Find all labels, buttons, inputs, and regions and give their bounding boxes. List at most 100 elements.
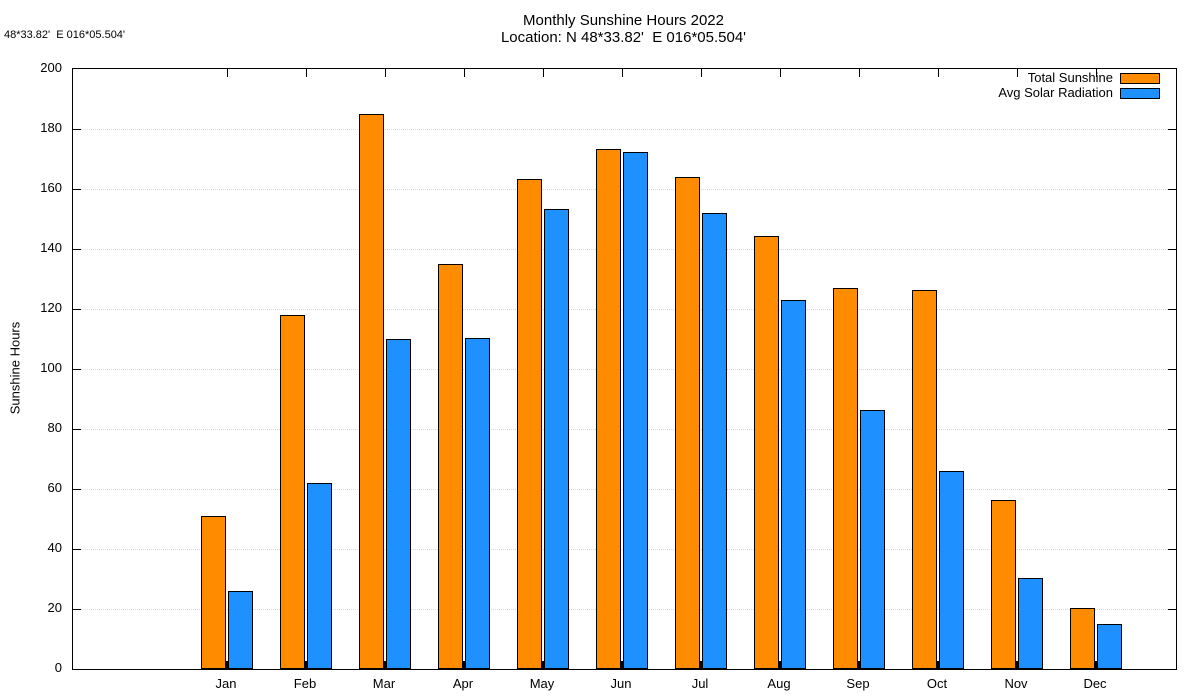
x-tick-mark-bottom: [542, 661, 544, 669]
x-tick-label: Sep: [846, 676, 870, 691]
x-tick-mark-top: [701, 69, 702, 77]
legend-label-total-sunshine: Total Sunshine: [1027, 70, 1113, 85]
x-tick-mark-bottom: [1095, 661, 1097, 669]
bar-total-sunshine-aug: [754, 235, 779, 669]
legend-label-avg-solar-radiation: Avg Solar Radiation: [998, 85, 1113, 100]
bar-avg-solar-radiation-jul: [702, 213, 727, 669]
legend-item-avg-solar-radiation: Avg Solar Radiation: [998, 86, 1160, 100]
x-tick-mark-top: [859, 69, 860, 77]
bar-avg-solar-radiation-oct: [939, 471, 964, 669]
x-tick-mark-top: [464, 69, 465, 77]
bar-total-sunshine-jul: [675, 177, 700, 669]
y-tick-mark-left: [73, 308, 81, 310]
x-tick-mark-bottom: [779, 661, 781, 669]
y-tick-mark-right: [1168, 188, 1176, 190]
bar-avg-solar-radiation-nov: [1018, 577, 1043, 669]
bar-avg-solar-radiation-jun: [623, 151, 648, 669]
title-block: Monthly Sunshine Hours 2022 Location: N …: [72, 12, 1175, 46]
x-tick-label: Jun: [610, 676, 632, 691]
y-tick-label: 160: [40, 180, 62, 195]
x-tick-mark-top: [227, 69, 228, 77]
y-tick-mark-right: [1168, 428, 1176, 430]
x-tick-label: Nov: [1004, 676, 1028, 691]
y-tick-label: 120: [40, 300, 62, 315]
x-tick-mark-top: [938, 69, 939, 77]
y-tick-label: 180: [40, 120, 62, 135]
y-tick-mark-left: [73, 428, 81, 430]
x-tick-label: Jul: [691, 676, 709, 691]
x-tick-label: Aug: [767, 676, 791, 691]
x-tick-mark-bottom: [226, 661, 228, 669]
y-tick-mark-right: [1168, 488, 1176, 490]
y-tick-mark-right: [1168, 548, 1176, 550]
bar-total-sunshine-jan: [201, 516, 226, 669]
legend-swatch-avg-solar-radiation-icon: [1120, 87, 1160, 99]
x-tick-mark-bottom: [700, 661, 702, 669]
x-tick-mark-bottom: [1016, 661, 1018, 669]
x-tick-mark-top: [1096, 69, 1097, 77]
bar-total-sunshine-jun: [596, 148, 621, 669]
x-tick-mark-top: [1017, 69, 1018, 77]
x-tick-label: Apr: [452, 676, 474, 691]
y-tick-mark-left: [73, 608, 81, 610]
x-tick-mark-bottom: [621, 661, 623, 669]
bar-total-sunshine-nov: [991, 499, 1016, 669]
legend-swatch-total-sunshine-icon: [1120, 72, 1160, 84]
y-tick-label: 100: [40, 360, 62, 375]
chart-subtitle: Location: N 48*33.82' E 016*05.504': [500, 29, 747, 46]
bar-avg-solar-radiation-aug: [781, 300, 806, 669]
location-annotation: 48*33.82' E 016*05.504': [4, 29, 126, 41]
legend-item-total-sunshine: Total Sunshine: [998, 71, 1160, 85]
gridline: [73, 128, 1176, 130]
x-tick-label: Dec: [1083, 676, 1107, 691]
y-tick-mark-left: [73, 248, 81, 250]
bar-total-sunshine-apr: [438, 264, 463, 669]
y-tick-label: 40: [47, 540, 62, 555]
x-tick-mark-top: [543, 69, 544, 77]
y-tick-label: 20: [47, 600, 62, 615]
y-tick-label: 0: [54, 660, 62, 675]
y-tick-label: 140: [40, 240, 62, 255]
chart-title: Monthly Sunshine Hours 2022: [523, 12, 724, 29]
bar-avg-solar-radiation-mar: [386, 339, 411, 669]
x-tick-mark-top: [780, 69, 781, 77]
bar-avg-solar-radiation-may: [544, 208, 569, 669]
bar-total-sunshine-feb: [280, 315, 305, 669]
bar-avg-solar-radiation-feb: [307, 483, 332, 669]
x-tick-label: Feb: [293, 676, 317, 691]
y-tick-mark-right: [1168, 308, 1176, 310]
bar-avg-solar-radiation-jan: [228, 591, 253, 669]
x-tick-label: Jan: [215, 676, 237, 691]
y-tick-label: 60: [47, 480, 62, 495]
bar-total-sunshine-dec: [1070, 607, 1095, 669]
x-tick-mark-bottom: [384, 661, 386, 669]
bar-avg-solar-radiation-dec: [1097, 624, 1122, 669]
y-tick-label: 80: [47, 420, 62, 435]
bar-total-sunshine-oct: [912, 289, 937, 669]
x-tick-mark-bottom: [937, 661, 939, 669]
x-tick-mark-bottom: [463, 661, 465, 669]
y-tick-mark-right: [1168, 608, 1176, 610]
x-tick-mark-bottom: [305, 661, 307, 669]
bar-total-sunshine-sep: [833, 288, 858, 669]
x-tick-mark-bottom: [858, 661, 860, 669]
y-tick-mark-right: [1168, 128, 1176, 130]
x-tick-mark-top: [385, 69, 386, 77]
y-tick-mark-left: [73, 188, 81, 190]
x-tick-mark-top: [622, 69, 623, 77]
plot-area: [72, 68, 1177, 670]
y-tick-mark-left: [73, 128, 81, 130]
bar-total-sunshine-may: [517, 178, 542, 669]
x-tick-label: May: [529, 676, 555, 691]
x-tick-mark-top: [306, 69, 307, 77]
bar-total-sunshine-mar: [359, 114, 384, 669]
y-tick-mark-left: [73, 368, 81, 370]
x-tick-label: Oct: [926, 676, 948, 691]
y-tick-mark-left: [73, 488, 81, 490]
y-tick-mark-left: [73, 548, 81, 550]
bar-avg-solar-radiation-apr: [465, 337, 490, 669]
legend: Total Sunshine Avg Solar Radiation: [998, 71, 1160, 100]
y-tick-mark-right: [1168, 368, 1176, 370]
bar-avg-solar-radiation-sep: [860, 409, 885, 669]
